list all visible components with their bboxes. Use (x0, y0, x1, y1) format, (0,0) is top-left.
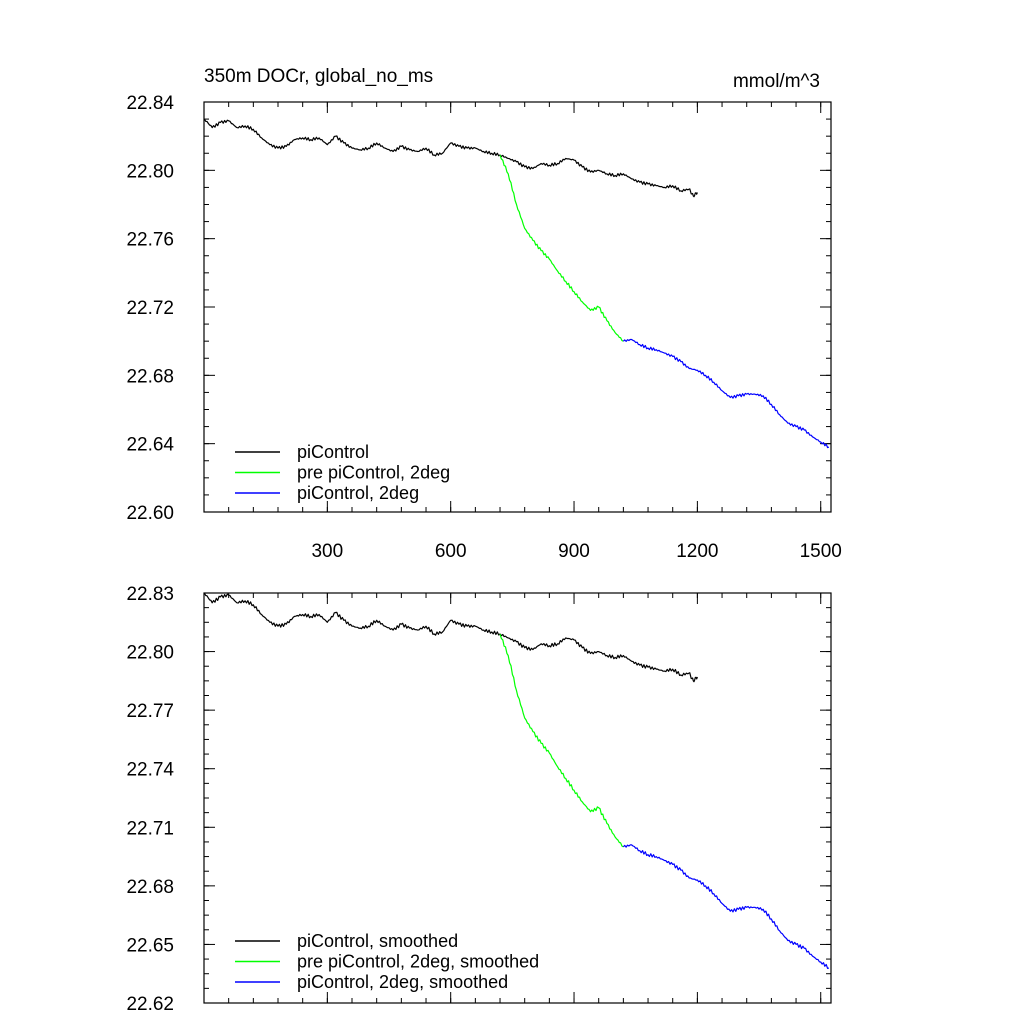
x-tick-label: 600 (435, 541, 467, 562)
series-line (622, 844, 830, 969)
x-tick-label: 1500 (800, 541, 842, 562)
units-label: mmol/m^3 (733, 71, 820, 92)
series-line (622, 338, 830, 449)
top-panel: 22.60 22.64 22.68 22.72 22.76 22.80 22.84 300 60… (126, 93, 841, 562)
y-tick-label: 22.62 (126, 994, 174, 1015)
bottom-panel: 22.62 22.65 22.68 22.71 22.74 22.77 22.80 22.83… (126, 584, 832, 1015)
x-tick-label: 1200 (676, 541, 718, 562)
y-tick-label: 22.84 (126, 93, 174, 114)
y-tick-label: 22.80 (126, 161, 174, 182)
series-line (499, 633, 624, 848)
series-line (203, 118, 698, 198)
legend-label: piControl, 2deg (297, 483, 419, 503)
x-tick-label: 900 (558, 541, 590, 562)
y-tick-label: 22.74 (126, 760, 174, 781)
y-tick-label: 22.76 (126, 230, 174, 251)
x-tick-label: 300 (311, 541, 343, 562)
y-tick-label: 22.71 (126, 818, 174, 839)
legend-label: piControl, 2deg, smoothed (297, 972, 508, 992)
legend-label: pre piControl, 2deg, smoothed (297, 952, 539, 972)
y-tick-label: 22.80 (126, 643, 174, 664)
y-tick-label: 22.65 (126, 935, 174, 956)
series-line (203, 592, 698, 683)
legend-label: pre piControl, 2deg (297, 463, 450, 483)
y-tick-label: 22.83 (126, 584, 174, 605)
y-tick-label: 22.60 (126, 503, 174, 524)
y-tick-label: 22.68 (126, 366, 174, 387)
chart-title: 350m DOCr, global_no_ms (204, 66, 433, 87)
y-tick-label: 22.64 (126, 435, 174, 456)
legend-label: piControl, smoothed (297, 931, 458, 951)
y-tick-label: 22.77 (126, 701, 174, 722)
y-tick-label: 22.72 (126, 298, 174, 319)
y-tick-label: 22.68 (126, 877, 174, 898)
legend-label: piControl (297, 442, 369, 462)
series-line (499, 154, 624, 342)
